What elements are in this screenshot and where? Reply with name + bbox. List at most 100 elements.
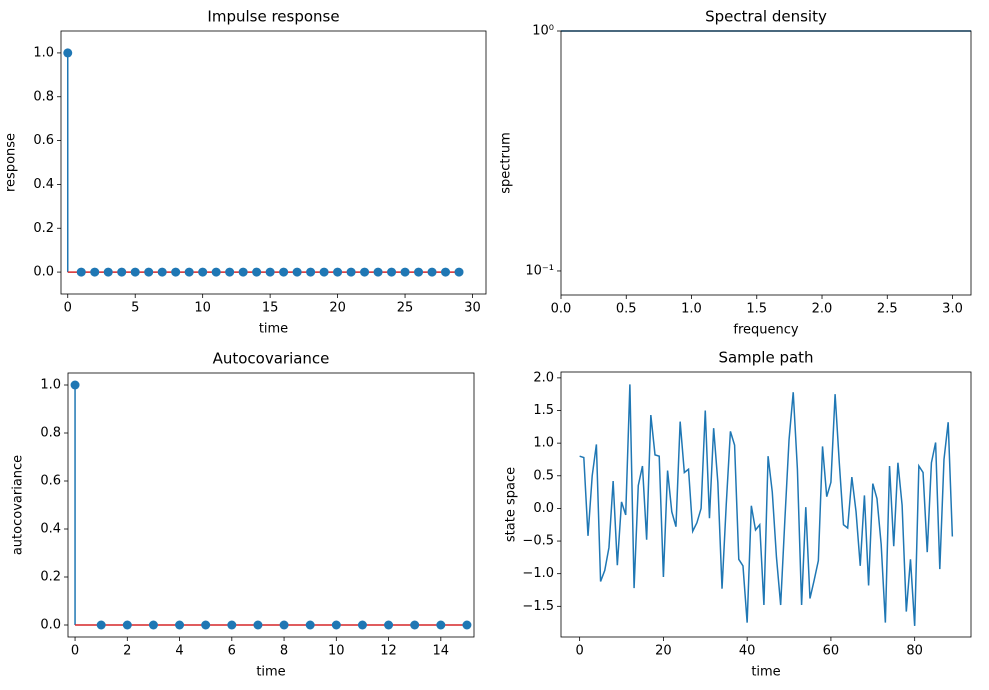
y-tick-label: 1.5 — [533, 403, 554, 418]
x-tick-label: 0 — [575, 644, 583, 659]
stem-marker — [227, 620, 237, 630]
x-tick-label: 10 — [194, 301, 211, 316]
y-tick-label: 10⁰ — [532, 24, 554, 39]
y-tick-label: 0.0 — [533, 501, 554, 516]
y-tick-label: 2.0 — [533, 370, 554, 385]
y-tick-label: 0.5 — [533, 468, 554, 483]
stem-marker — [462, 620, 472, 630]
y-tick-label: −0.5 — [522, 534, 554, 549]
y-axis-label: autocovariance — [11, 455, 26, 555]
stem-marker — [292, 267, 302, 277]
stem-marker — [171, 267, 181, 277]
x-tick-label: 40 — [739, 644, 756, 659]
stem-marker — [441, 267, 451, 277]
stem-marker — [70, 380, 80, 390]
x-tick-label: 2.5 — [877, 302, 898, 317]
y-tick-label: 0.2 — [33, 221, 54, 236]
subplot: 0.0 0.5 1.0 1.5 2.0 2.5 3.0 10⁻¹ 10⁰ Spectral den… — [499, 8, 972, 338]
y-tick-label: 0.6 — [40, 474, 61, 489]
x-tick-label: 6 — [228, 644, 236, 659]
x-tick-label: 30 — [464, 301, 481, 316]
stem-marker — [279, 620, 289, 630]
x-axis-label: time — [256, 665, 285, 680]
y-tick-label: 0.4 — [33, 177, 54, 192]
stem-marker — [319, 267, 329, 277]
plot-area — [68, 373, 474, 637]
y-tick-label: 0.6 — [33, 133, 54, 148]
stem-marker — [279, 267, 289, 277]
x-tick-label: 80 — [906, 644, 923, 659]
x-tick-label: 12 — [380, 644, 397, 659]
x-tick-label: 1.0 — [681, 302, 702, 317]
x-tick-label: 60 — [823, 644, 840, 659]
line — [579, 384, 954, 626]
x-tick-label: 3.0 — [942, 302, 963, 317]
x-axis-label: time — [259, 322, 288, 337]
subplot: 0 2 4 6 8 10 12 14 0.0 0.2 0.4 0.6 0.8 1.0 Autocovaria… — [11, 350, 475, 680]
axes-frame — [60, 30, 487, 295]
x-axis-label: frequency — [733, 323, 799, 338]
plot-area — [561, 31, 971, 295]
stem-marker — [157, 267, 167, 277]
y-tick-label: 1.0 — [33, 45, 54, 60]
x-tick-label: 15 — [262, 301, 279, 316]
x-tick-label: 25 — [397, 301, 414, 316]
y-axis-label: state space — [504, 467, 519, 542]
y-tick-label: 1.0 — [533, 436, 554, 451]
x-tick-label: 1.5 — [746, 302, 767, 317]
axes-frame — [67, 372, 475, 638]
y-tick-label: 0.2 — [40, 570, 61, 585]
x-tick-label: 2.0 — [812, 302, 833, 317]
stem-marker — [238, 267, 248, 277]
x-tick-label: 0 — [64, 301, 72, 316]
stem-marker — [252, 267, 262, 277]
x-tick-label: 10 — [328, 644, 345, 659]
y-tick-label: 0.0 — [33, 265, 54, 280]
stem-marker — [387, 267, 397, 277]
stem-marker — [175, 620, 185, 630]
stem-marker — [305, 620, 315, 630]
stem-marker — [357, 620, 367, 630]
stem-marker — [63, 48, 73, 58]
stem-marker — [130, 267, 140, 277]
y-tick-label: 1.0 — [40, 378, 61, 393]
stem-marker — [400, 267, 410, 277]
x-tick-label: 5 — [131, 301, 139, 316]
stem-marker — [414, 267, 424, 277]
y-tick-label: −1.5 — [522, 599, 554, 614]
x-tick-label: 0.0 — [551, 302, 572, 317]
x-axis-label: time — [751, 665, 780, 680]
stem-marker — [198, 267, 208, 277]
stem-marker — [103, 267, 113, 277]
plot — [579, 384, 954, 626]
axes-frame — [560, 371, 972, 638]
stem-marker — [144, 267, 154, 277]
stem-marker — [360, 267, 370, 277]
y-tick-label: 0.4 — [40, 522, 61, 537]
x-tick-label: 8 — [280, 644, 288, 659]
chart-title: Spectral density — [705, 8, 827, 26]
plot-area — [61, 31, 486, 294]
stem-marker — [265, 267, 275, 277]
x-tick-label: 2 — [123, 644, 131, 659]
stem-marker — [346, 267, 356, 277]
x-tick-label: 20 — [655, 644, 672, 659]
chart-title: Sample path — [718, 349, 813, 367]
stem-marker — [384, 620, 394, 630]
subplot: 0 5 10 15 20 25 30 0.0 0.2 0.4 0.6 0.8 1.0 Impulse re… — [4, 8, 487, 337]
stem-marker — [184, 267, 194, 277]
stem-marker — [90, 267, 100, 277]
x-tick-label: 4 — [175, 644, 183, 659]
stem-marker — [454, 267, 464, 277]
stem-marker — [211, 267, 221, 277]
x-tick-label: 20 — [329, 301, 346, 316]
y-tick-label: 10⁻¹ — [525, 263, 554, 278]
stem-marker — [225, 267, 235, 277]
y-axis-label: spectrum — [499, 132, 514, 194]
plot — [63, 48, 464, 277]
y-tick-label: 0.0 — [40, 618, 61, 633]
stem-marker — [76, 267, 86, 277]
stem-marker — [122, 620, 132, 630]
chart-title: Impulse response — [207, 8, 339, 26]
